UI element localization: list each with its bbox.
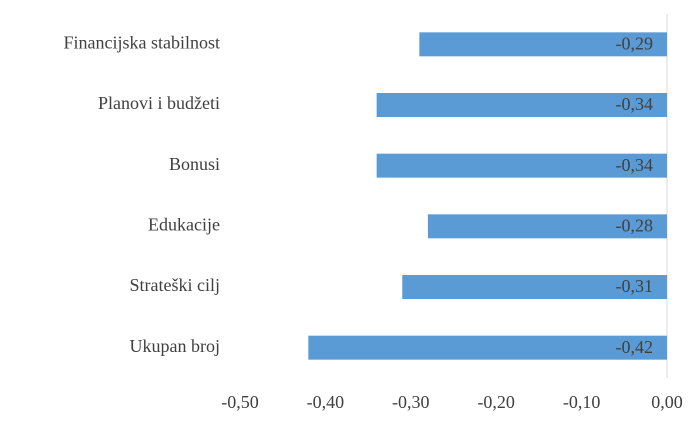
x-tick-label: -0,40 xyxy=(307,392,345,412)
value-label: -0,31 xyxy=(616,276,654,296)
x-tick-label: -0,50 xyxy=(221,392,259,412)
bar xyxy=(376,93,667,117)
y-tick-label: Financijska stabilnost xyxy=(64,32,221,52)
value-label: -0,29 xyxy=(616,33,654,53)
x-tick-label: -0,10 xyxy=(563,392,601,412)
x-tick-label: 0,00 xyxy=(651,392,683,412)
value-label: -0,34 xyxy=(616,94,654,114)
x-tick-label: -0,20 xyxy=(477,392,515,412)
value-label: -0,42 xyxy=(616,337,654,357)
bar xyxy=(308,335,667,360)
value-label: -0,34 xyxy=(616,155,654,175)
y-tick-label: Bonusi xyxy=(169,154,220,174)
y-tick-label: Planovi i budžeti xyxy=(98,93,220,113)
bar xyxy=(419,32,667,57)
bar xyxy=(376,153,667,178)
bar xyxy=(427,214,667,239)
bar xyxy=(402,275,667,299)
x-tick-label: -0,30 xyxy=(392,392,430,412)
y-tick-label: Edukacije xyxy=(148,214,220,234)
y-tick-label: Ukupan broj xyxy=(130,336,220,356)
value-label: -0,28 xyxy=(616,215,654,235)
y-tick-label: Strateški cilj xyxy=(130,275,220,295)
